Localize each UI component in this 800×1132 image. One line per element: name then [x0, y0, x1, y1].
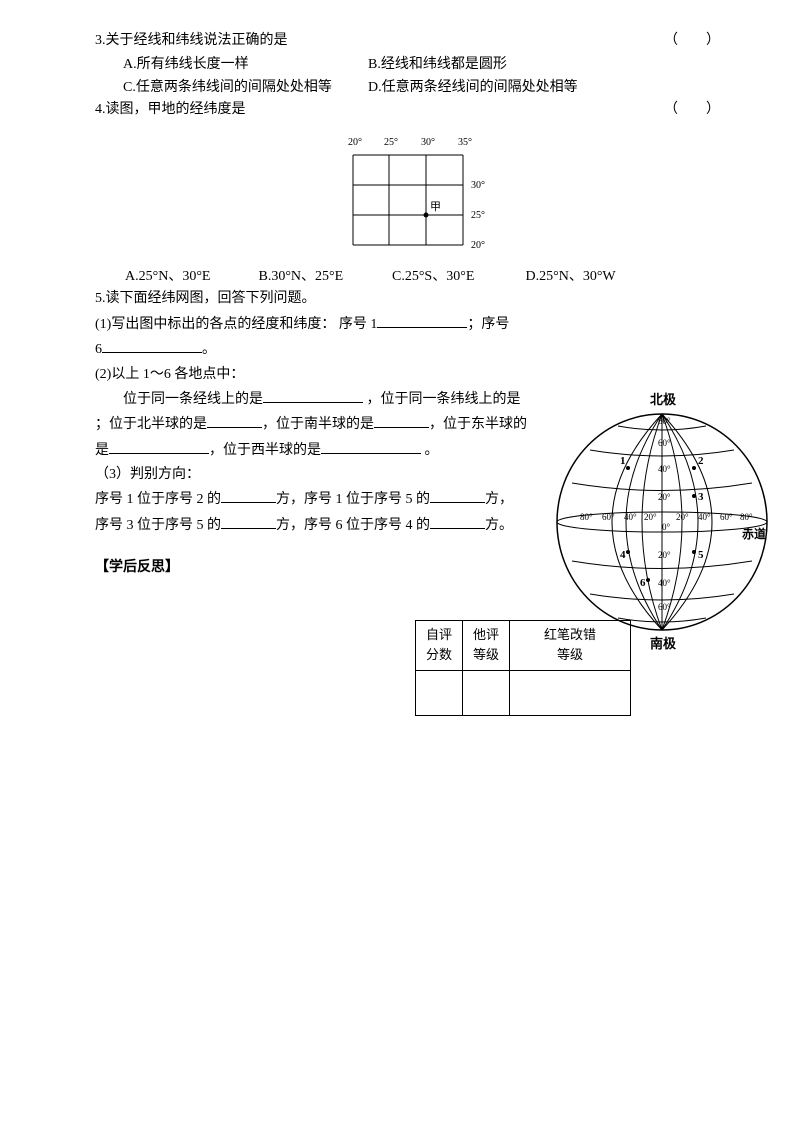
q5-p1-a: (1)写出图中标出的各点的经度和纬度： 序号 1 — [95, 317, 377, 332]
q5-p2-g: 是 — [95, 443, 109, 458]
svg-text:20°: 20° — [658, 550, 671, 560]
grid-right-0: 30° — [471, 180, 485, 191]
q5-body: (1)写出图中标出的各点的经度和纬度： 序号 1 ；序号 6 。 (2)以上 1～6… — [95, 313, 550, 538]
svg-text:80°: 80° — [580, 512, 593, 522]
svg-text:40°: 40° — [658, 578, 671, 588]
svg-text:1: 1 — [620, 455, 626, 467]
svg-text:20°: 20° — [676, 512, 689, 522]
q5-p3-f: 方，序号 6 位于序号 4 的 — [276, 518, 430, 533]
q5-p1-b: ；序号 — [467, 317, 509, 332]
svg-text:60°: 60° — [720, 512, 733, 522]
svg-text:80°: 80° — [740, 512, 753, 522]
blank — [263, 388, 363, 403]
q5-p3-e: 序号 3 位于序号 5 的 — [95, 518, 221, 533]
grid-right-1: 25° — [471, 210, 485, 221]
q5-p3-g: 方。 — [485, 518, 513, 533]
svg-text:40°: 40° — [698, 512, 711, 522]
q5-stem: 5.读下面经纬网图，回答下列问题。 — [95, 288, 720, 310]
grid-right-2: 20° — [471, 240, 485, 250]
table-cell — [510, 671, 631, 716]
blank — [430, 488, 485, 503]
table-cell — [463, 671, 510, 716]
table-cell: 自评分数 — [416, 620, 463, 671]
svg-text:2: 2 — [698, 455, 704, 467]
q3-opt-d: D.任意两条经线间的间隔处处相等 — [368, 77, 578, 99]
svg-text:20°: 20° — [658, 492, 671, 502]
svg-text:60°: 60° — [658, 602, 671, 612]
blank — [321, 439, 421, 454]
svg-text:0°: 0° — [662, 522, 671, 532]
blank — [221, 514, 276, 529]
q4-opt-b: B.30°N、25°E — [259, 266, 389, 288]
svg-text:4: 4 — [620, 549, 626, 561]
q5-p2-h: ，位于西半球的是 — [209, 443, 321, 458]
svg-text:5: 5 — [698, 549, 704, 561]
blank — [374, 413, 429, 428]
grid-top-0: 20° — [348, 137, 362, 148]
globe-south-label: 南极 — [650, 636, 677, 650]
blank — [377, 313, 467, 328]
q3-options: A.所有纬线长度一样 B.经线和纬线都是圆形 C.任意两条纬线间的间隔处处相等 … — [95, 54, 720, 99]
blank — [430, 514, 485, 529]
q3-opt-a: A.所有纬线长度一样 — [123, 54, 358, 76]
svg-text:40°: 40° — [624, 512, 637, 522]
table-cell: 他评等级 — [463, 620, 510, 671]
grid-point-label: 甲 — [430, 201, 441, 213]
blank — [221, 488, 276, 503]
q3-text: 3.关于经线和纬线说法正确的是 — [95, 33, 288, 48]
q5-p2-e: ，位于南半球的是 — [262, 417, 374, 432]
q4-opt-a: A.25°N、30°E — [125, 266, 255, 288]
q5-p2-c: ，位于同一条纬线上的是 — [367, 392, 521, 407]
q5-p2-f: ，位于东半球的 — [429, 417, 527, 432]
q5-p1-c: 6 — [95, 342, 102, 357]
grid-top-3: 35° — [458, 137, 472, 148]
q4-opt-d: D.25°N、30°W — [526, 266, 656, 288]
grid-top-1: 25° — [384, 137, 398, 148]
q4-text: 4.读图，甲地的经纬度是 — [95, 102, 246, 117]
q3-stem: 3.关于经线和纬线说法正确的是 （ ） — [95, 30, 720, 52]
q5-p3-a: （3）判别方向： — [95, 464, 550, 486]
q4-paren: （ ） — [664, 99, 720, 121]
q5-p3-d: 方， — [485, 492, 513, 507]
globe-figure: 北极 南极 赤道 80° 60° 40° — [550, 390, 775, 658]
svg-text:3: 3 — [698, 491, 704, 503]
q5-p1-d: 。 — [202, 342, 216, 357]
grid-top-2: 30° — [421, 137, 435, 148]
q5-p2-a: (2)以上 1～6 各地点中： — [95, 364, 550, 386]
svg-text:60°: 60° — [602, 512, 615, 522]
q3-opt-c: C.任意两条纬线间的间隔处处相等 — [123, 77, 358, 99]
q4-stem: 4.读图，甲地的经纬度是 （ ） — [95, 99, 720, 121]
blank — [102, 338, 202, 353]
q5-p2-d: ；位于北半球的是 — [95, 417, 207, 432]
globe-equator-label: 赤道 — [742, 526, 766, 541]
svg-text:40°: 40° — [658, 464, 671, 474]
svg-text:80°: 80° — [658, 416, 671, 426]
q5-p2-b: 位于同一条经线上的是 — [123, 392, 263, 407]
q5-p2-i: 。 — [425, 443, 439, 458]
q5-p3-b: 序号 1 位于序号 2 的 — [95, 492, 221, 507]
q4-grid-figure: 20° 25° 30° 35° 30° 25° 20° 甲 — [323, 130, 493, 258]
q4-opt-c: C.25°S、30°E — [392, 266, 522, 288]
globe-north-label: 北极 — [650, 392, 677, 407]
q4-options: A.25°N、30°E B.30°N、25°E C.25°S、30°E D.25… — [125, 266, 720, 288]
q5-p3-c: 方，序号 1 位于序号 5 的 — [276, 492, 430, 507]
svg-text:60°: 60° — [658, 438, 671, 448]
q3-opt-b: B.经线和纬线都是圆形 — [368, 54, 507, 76]
svg-text:20°: 20° — [644, 512, 657, 522]
table-cell — [416, 671, 463, 716]
blank — [109, 439, 209, 454]
svg-text:6: 6 — [640, 577, 646, 589]
blank — [207, 413, 262, 428]
q3-paren: （ ） — [664, 30, 720, 52]
